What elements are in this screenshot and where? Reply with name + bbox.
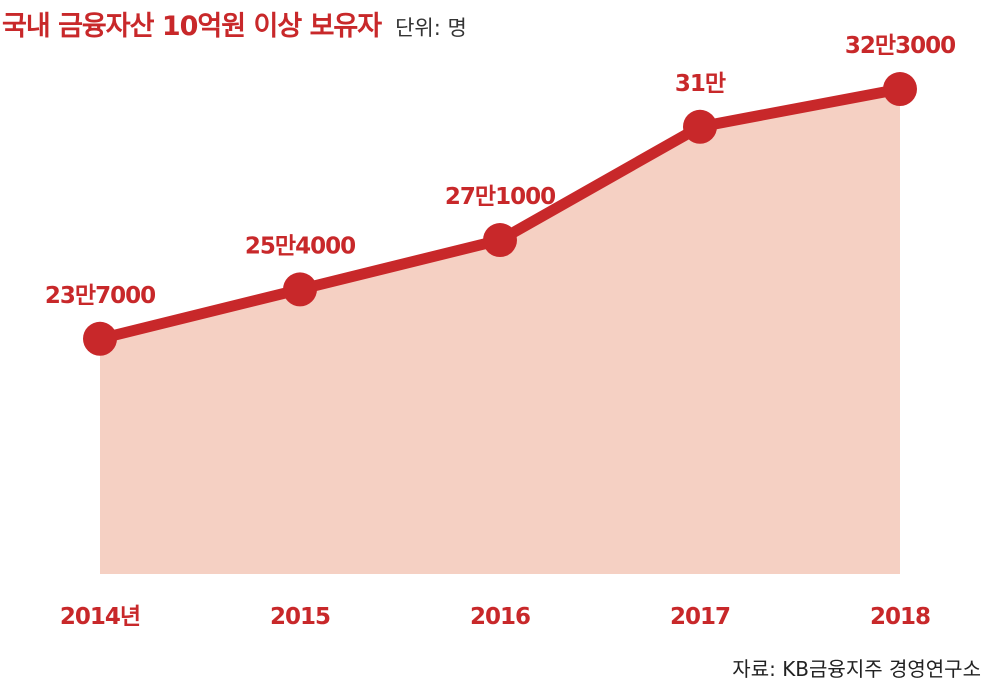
data-point — [483, 223, 517, 258]
data-label: 25만4000 — [245, 233, 355, 259]
x-axis: 2014년 2015 2016 2017 2018 — [60, 604, 931, 630]
data-label: 32만3000 — [845, 33, 955, 59]
title-row: 국내 금융자산 10억원 이상 보유자 단위: 명 — [2, 4, 467, 43]
area-fill — [100, 89, 900, 574]
data-point — [683, 109, 717, 144]
point-layer — [83, 72, 917, 356]
x-tick-label: 2018 — [870, 604, 930, 630]
x-tick-label: 2015 — [270, 604, 330, 630]
data-point — [83, 321, 117, 356]
x-tick-label: 2016 — [470, 604, 530, 630]
label-layer: 23만7000 25만4000 27만1000 31만 32만3000 — [45, 33, 956, 309]
data-label: 23만7000 — [45, 283, 155, 309]
x-tick-label: 2017 — [670, 604, 730, 630]
data-label: 31만 — [675, 71, 726, 97]
unit-label: 단위: 명 — [395, 16, 467, 40]
data-point — [883, 72, 917, 107]
x-tick-label: 2014년 — [60, 604, 140, 630]
area-layer — [100, 89, 900, 574]
data-label: 27만1000 — [445, 184, 555, 210]
data-point — [283, 272, 317, 307]
source-note: 자료: KB금융지주 경영연구소 — [732, 657, 981, 681]
chart-title: 국내 금융자산 10억원 이상 보유자 — [2, 11, 382, 42]
